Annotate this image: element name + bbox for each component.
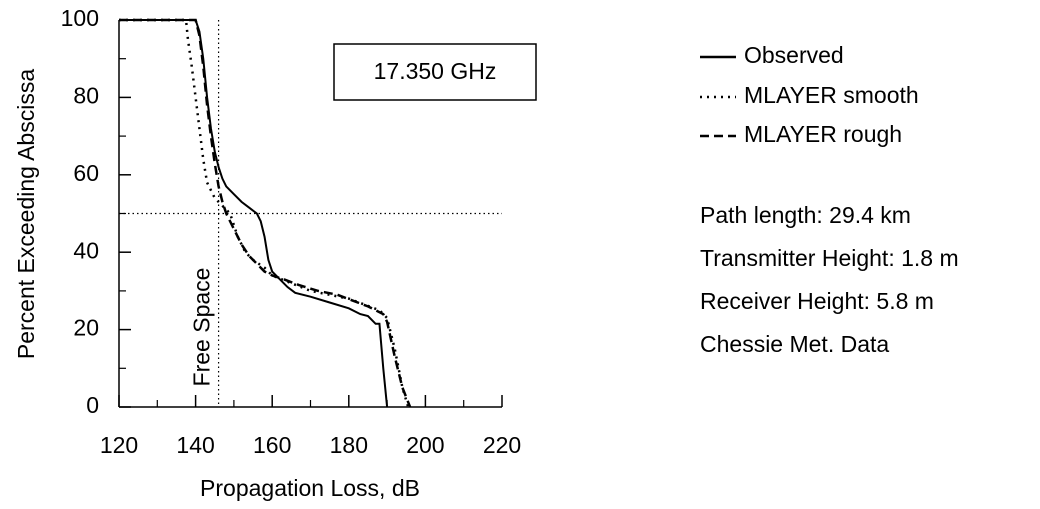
y-axis-label: Percent Exceeding Abscissa [13,69,39,359]
x-tick-label: 140 [176,432,214,458]
x-tick-label: 160 [253,432,291,458]
legend-label: MLAYER rough [744,121,902,147]
x-tick-label: 120 [100,432,138,458]
data-line [119,18,410,408]
annotation: Free Space [189,268,215,387]
info-text: Path length: 29.4 km [700,202,911,228]
x-tick-label: 220 [483,432,521,458]
x-tick-label: 180 [330,432,368,458]
y-tick-label: 80 [73,82,99,108]
x-tick-label: 200 [406,432,444,458]
legend-label: MLAYER smooth [744,82,919,108]
y-tick-label: 60 [73,160,99,186]
info-text: Receiver Height: 5.8 m [700,288,934,314]
data-line [119,18,412,408]
info-text: Transmitter Height: 1.8 m [700,245,959,271]
y-tick-label: 20 [73,315,99,341]
y-tick-label: 0 [86,392,99,418]
legend-label: Observed [744,42,844,68]
x-axis-label: Propagation Loss, dB [200,475,420,501]
y-tick-label: 40 [73,237,99,263]
annotation: 17.350 GHz [374,58,497,84]
data-line [119,19,389,408]
info-text: Chessie Met. Data [700,331,889,357]
annotation-box [333,43,537,101]
y-tick-label: 100 [61,5,99,31]
